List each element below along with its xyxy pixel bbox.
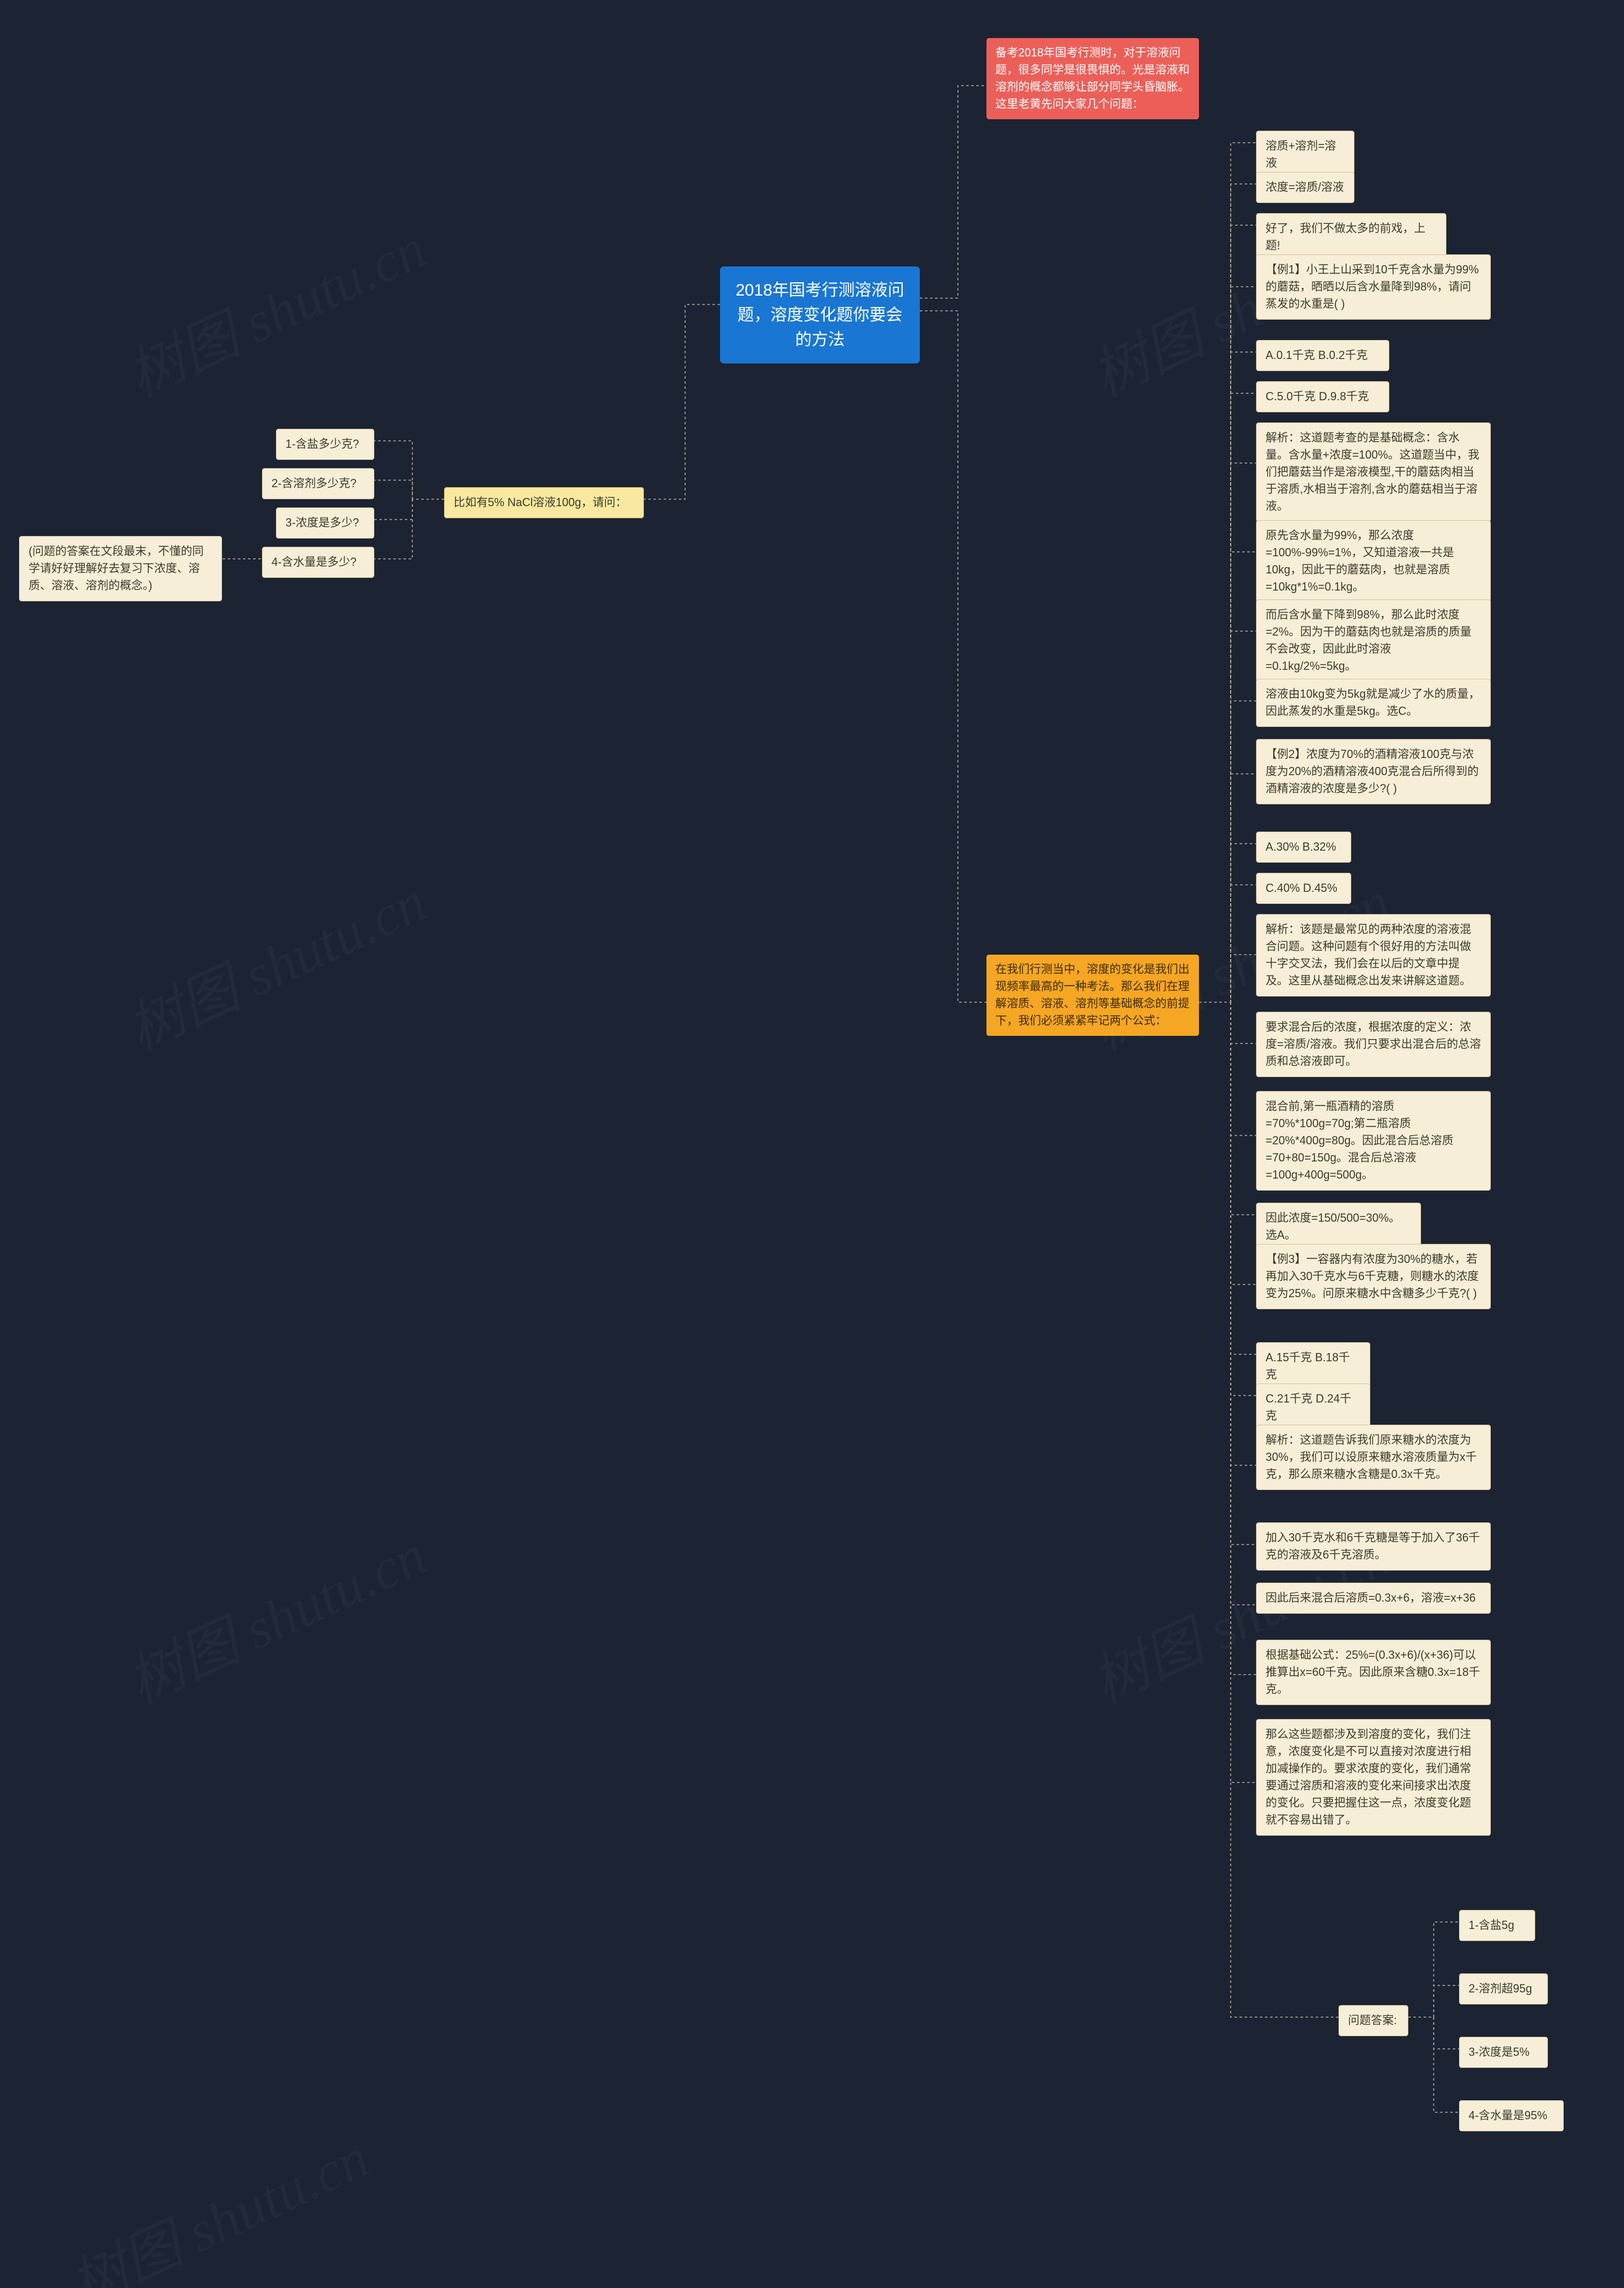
answer-item-3: 3-浓度是5% [1459,2037,1548,2068]
cream-node: 解析：这道题考查的是基础概念：含水量。含水量+浓度=100%。这道题当中，我们把… [1256,422,1491,522]
yellow-note: (问题的答案在文段最末，不懂的同学请好好理解好去复习下浓度、溶质、溶液、溶剂的概… [19,536,222,601]
cream-node: 解析：该题是最常见的两种浓度的溶液混合问题。这种问题有个很好用的方法叫做十字交叉… [1256,914,1491,997]
yellow-item-2: 2-含溶剂多少克? [262,468,374,499]
center-topic: 2018年国考行测溶液问题，溶度变化题你要会的方法 [720,266,920,363]
cream-node: 那么这些题都涉及到溶度的变化，我们注意，浓度变化是不可以直接对浓度进行相加减操作… [1256,1719,1491,1836]
answer-item-1: 1-含盐5g [1459,1910,1535,1941]
cream-node: 而后含水量下降到98%，那么此时浓度=2%。因为干的蘑菇肉也就是溶质的质量不会改… [1256,599,1491,682]
watermark: 树图 shutu.cn [112,1509,437,1719]
cream-node: 原先含水量为99%，那么浓度=100%-99%=1%，又知道溶液一共是10kg，… [1256,520,1491,603]
cream-node: C.5.0千克 D.9.8千克 [1256,381,1389,412]
cream-node: A.30% B.32% [1256,832,1351,863]
cream-node: 【例2】浓度为70%的酒精溶液100克与浓度为20%的酒精溶液400克混合后所得… [1256,739,1491,804]
branch-formula-orange: 在我们行测当中，溶度的变化是我们出现频率最高的一种考法。那么我们在理解溶质、溶液… [986,955,1199,1036]
watermark: 树图 shutu.cn [55,2112,380,2288]
yellow-item-1: 1-含盐多少克? [276,429,374,460]
cream-node: 溶液由10kg变为5kg就是减少了水的质量，因此蒸发的水重是5kg。选C。 [1256,679,1491,727]
yellow-item-4: 4-含水量是多少? [262,547,374,578]
watermark: 树图 shutu.cn [112,856,437,1066]
cream-node: 根据基础公式：25%=(0.3x+6)/(x+36)可以推算出x=60千克。因此… [1256,1640,1491,1705]
cream-node: 要求混合后的浓度，根据浓度的定义：浓度=溶质/溶液。我们只要求出混合后的总溶质和… [1256,1012,1491,1077]
cream-node: 【例1】小王上山采到10千克含水量为99%的蘑菇，晒晒以后含水量降到98%，请问… [1256,254,1491,320]
cream-node: C.40% D.45% [1256,873,1351,904]
branch-intro-red: 备考2018年国考行测时，对于溶液问题，很多同学是很畏惧的。光是溶液和溶剂的概念… [986,38,1199,119]
cream-node: 因此后来混合后溶质=0.3x+6，溶液=x+36 [1256,1583,1491,1614]
cream-node: 【例3】一容器内有浓度为30%的糖水，若再加入30千克水与6千克糖，则糖水的浓度… [1256,1244,1491,1309]
answer-item-4: 4-含水量是95% [1459,2100,1564,2131]
cream-node: 解析：这道题告诉我们原来糖水的浓度为30%，我们可以设原来糖水溶液质量为x千克，… [1256,1425,1491,1490]
cream-node: 加入30千克水和6千克糖是等于加入了36千克的溶液及6千克溶质。 [1256,1522,1491,1571]
answer-item-2: 2-溶剂超95g [1459,1973,1548,2004]
answers-label: 问题答案: [1339,2005,1408,2036]
cream-node: A.0.1千克 B.0.2千克 [1256,340,1389,371]
cream-node: 浓度=溶质/溶液 [1256,172,1354,203]
cream-node: 混合前,第一瓶酒精的溶质=70%*100g=70g;第二瓶溶质=20%*400g… [1256,1091,1491,1191]
watermark: 树图 shutu.cn [112,202,437,412]
branch-example-yellow: 比如有5% NaCl溶液100g，请问： [444,487,644,518]
yellow-item-3: 3-浓度是多少? [276,507,374,539]
